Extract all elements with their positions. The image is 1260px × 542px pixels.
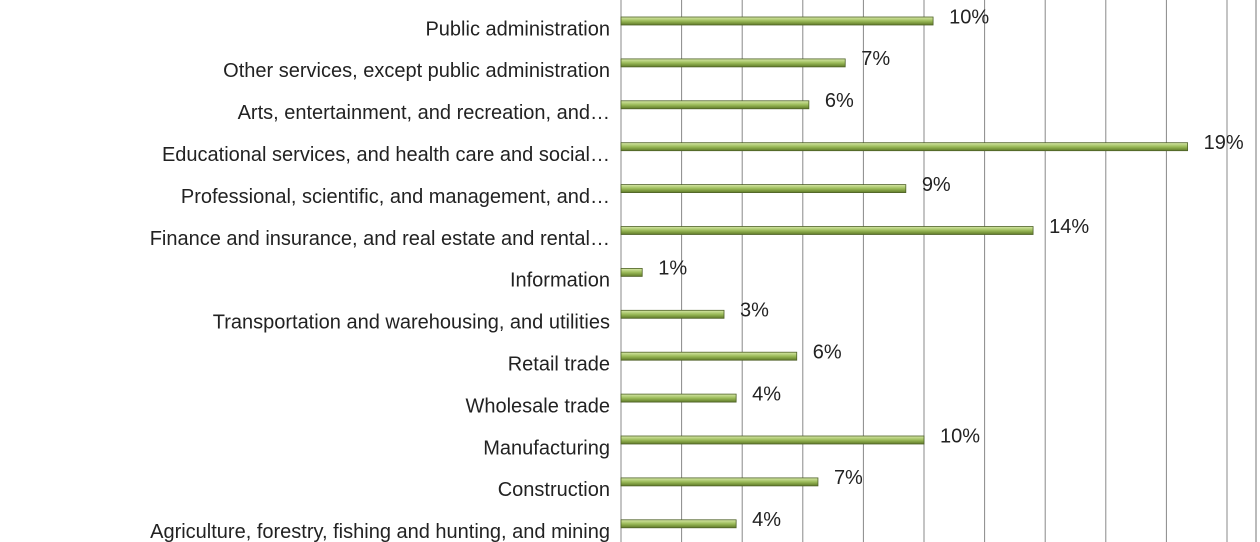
value-label: 10% bbox=[949, 6, 989, 28]
bar bbox=[620, 309, 725, 319]
category-label: Agriculture, forestry, fishing and hunti… bbox=[150, 521, 610, 542]
value-label: 7% bbox=[861, 48, 890, 70]
category-label: Other services, except public administra… bbox=[223, 60, 610, 82]
value-label: 6% bbox=[813, 341, 842, 363]
value-label: 1% bbox=[658, 258, 687, 280]
category-label: Educational services, and health care an… bbox=[162, 144, 610, 166]
value-label: 9% bbox=[922, 174, 951, 196]
category-label: Manufacturing bbox=[483, 437, 610, 459]
value-label: 14% bbox=[1049, 216, 1089, 238]
bar bbox=[620, 184, 907, 194]
category-label: Finance and insurance, and real estate a… bbox=[150, 228, 610, 250]
bar bbox=[620, 477, 819, 487]
bar bbox=[620, 519, 737, 529]
value-label: 19% bbox=[1204, 132, 1244, 154]
category-label: Transportation and warehousing, and util… bbox=[213, 312, 610, 334]
category-label: Public administration bbox=[425, 18, 610, 40]
category-label: Arts, entertainment, and recreation, and… bbox=[238, 102, 610, 124]
bar bbox=[620, 226, 1034, 235]
bar bbox=[620, 142, 1189, 152]
value-label: 6% bbox=[825, 90, 854, 112]
category-label: Professional, scientific, and management… bbox=[181, 186, 610, 208]
value-label: 7% bbox=[834, 467, 863, 489]
bar bbox=[620, 351, 798, 361]
bar bbox=[620, 58, 846, 68]
value-label: 3% bbox=[740, 300, 769, 322]
category-label: Wholesale trade bbox=[465, 395, 610, 417]
value-label: 4% bbox=[752, 383, 781, 405]
category-label: Information bbox=[510, 270, 610, 292]
bar bbox=[620, 435, 925, 445]
bar bbox=[620, 16, 934, 26]
value-label: 4% bbox=[752, 509, 781, 531]
bar bbox=[620, 100, 810, 110]
category-label: Construction bbox=[498, 479, 610, 501]
bar bbox=[620, 393, 737, 403]
category-label: Retail trade bbox=[508, 353, 610, 375]
value-label: 10% bbox=[940, 425, 980, 447]
bar bbox=[620, 267, 643, 277]
